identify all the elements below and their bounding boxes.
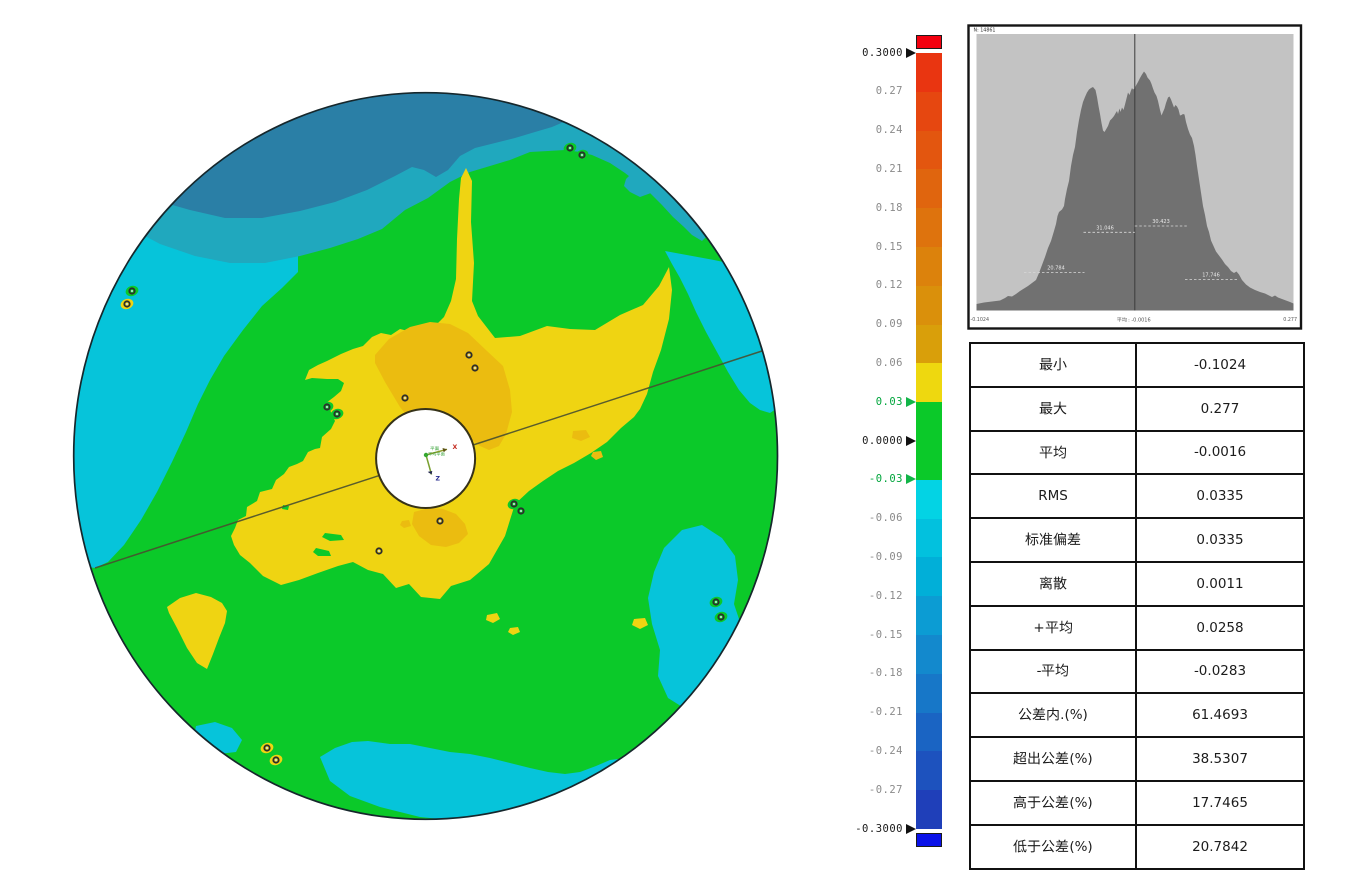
stat-label (969, 342, 1137, 388)
stats-row: -0.1024 (969, 342, 1305, 388)
target-marker (375, 547, 383, 555)
tolerance-annotation-label: 20.784 (1047, 266, 1065, 272)
cjk-glyph-text (1013, 751, 1069, 765)
target-marker (120, 298, 134, 310)
cjk-glyph-text (428, 451, 445, 456)
cjk-glyph-text (430, 446, 439, 451)
stat-value: -0.0016 (1135, 429, 1305, 476)
region-amber-below-hole (412, 508, 468, 547)
cjk-glyph-text (1042, 664, 1069, 677)
target-marker (709, 596, 723, 608)
histogram-mean-label: : -0.0016 (1116, 317, 1151, 324)
region-steelblue-cap (150, 92, 566, 218)
stats-row: 0.0011 (969, 560, 1305, 607)
stats-row: .(%) 61.4693 (969, 692, 1305, 739)
deviation-map: XZ (72, 91, 779, 821)
stats-row: (%) 17.7465 (969, 779, 1305, 826)
stat-label: (%) (969, 823, 1137, 870)
region-cyan-east-wedge (665, 251, 778, 413)
stat-value: 17.7465 (1135, 779, 1305, 826)
cjk-glyph-text (1039, 576, 1067, 590)
region-amber-speck-2 (591, 451, 603, 460)
stat-value: 20.7842 (1135, 823, 1305, 870)
stat-value: -0.1024 (1135, 342, 1305, 388)
stats-row: RMS 0.0335 (969, 473, 1305, 520)
center-hole (375, 408, 477, 509)
stats-row: 0.277 (969, 385, 1305, 432)
target-marker (465, 351, 473, 359)
stats-row: - -0.0283 (969, 648, 1305, 695)
z-axis-label: Z (436, 476, 441, 483)
stat-value: 38.5307 (1135, 736, 1305, 782)
coordinate-triad: XZ (423, 444, 458, 483)
stats-row: +0.0258 (969, 604, 1305, 651)
target-marker (320, 401, 334, 413)
region-amber-speck-1 (572, 430, 590, 441)
target-marker (260, 742, 274, 754)
target-marker (575, 149, 589, 161)
histogram-xmin-label: -0.1024 (971, 317, 990, 323)
region-green-island-2 (313, 548, 331, 556)
histogram-xmax-label: 0.277 (1283, 317, 1297, 323)
target-marker (330, 408, 344, 420)
tolerance-annotation-label: 30.423 (1152, 219, 1170, 225)
region-yellow-island-sw (167, 593, 227, 669)
target-marker (471, 364, 479, 372)
stat-label: - (969, 648, 1137, 695)
stat-label (969, 429, 1137, 476)
cjk-glyph-text (1039, 357, 1067, 371)
svg-text:: -0.0016: : -0.0016 (1128, 318, 1151, 324)
stat-value: 0.0011 (1135, 560, 1305, 607)
cjk-glyph-text (1013, 839, 1069, 853)
disc-outline (72, 91, 779, 821)
stat-label: (%) (969, 779, 1137, 826)
stat-value: 61.4693 (1135, 692, 1305, 739)
stats-row: (%) 38.5307 (969, 736, 1305, 782)
stat-value: 0.0335 (1135, 473, 1305, 520)
statistics-table: -0.1024 0.277 -0.0016 RMS 0.0335 0.0335 0.0011… (969, 342, 1305, 870)
stat-label: + (969, 604, 1137, 651)
target-marker (514, 505, 528, 517)
x-axis-label: X (453, 444, 458, 451)
stats-row: -0.0016 (969, 429, 1305, 476)
stat-label: RMS (969, 473, 1137, 520)
tolerance-annotation-label: 31.046 (1096, 226, 1114, 232)
target-marker (436, 517, 444, 525)
region-teal-blob (624, 169, 656, 197)
cjk-glyph-text (1039, 401, 1067, 415)
target-marker (563, 142, 577, 154)
cjk-glyph-text (1045, 620, 1072, 634)
stat-label (969, 385, 1137, 432)
region-amber-speck-3 (400, 520, 411, 528)
stat-value: 0.0258 (1135, 604, 1305, 651)
stat-value: -0.0283 (1135, 648, 1305, 695)
stat-label: .(%) (969, 692, 1137, 739)
region-green-island-1 (322, 533, 344, 541)
histogram-count-label: N: 14861 (974, 28, 996, 34)
cjk-glyph-text (1039, 445, 1067, 458)
target-marker (269, 754, 283, 766)
region-yellow-speck-1 (486, 613, 500, 623)
stat-label (969, 517, 1137, 563)
cjk-glyph-text (1025, 532, 1081, 546)
stat-value: 0.277 (1135, 385, 1305, 432)
stats-row: (%) 20.7842 (969, 823, 1305, 870)
cjk-glyph-text (1014, 795, 1069, 809)
stat-value: 0.0335 (1135, 517, 1305, 563)
target-marker (125, 285, 139, 297)
stat-label (969, 560, 1137, 607)
tolerance-annotation-label: 17.746 (1202, 273, 1220, 279)
stats-row: 0.0335 (969, 517, 1305, 563)
stat-label: (%) (969, 736, 1137, 782)
region-yellow-speck-3 (632, 618, 648, 629)
target-marker (714, 611, 728, 623)
region-yellow-speck-2 (508, 627, 520, 635)
cjk-glyph-text (1116, 317, 1127, 322)
target-marker (507, 498, 521, 510)
target-marker (401, 394, 409, 402)
cjk-glyph-text (1018, 707, 1059, 721)
